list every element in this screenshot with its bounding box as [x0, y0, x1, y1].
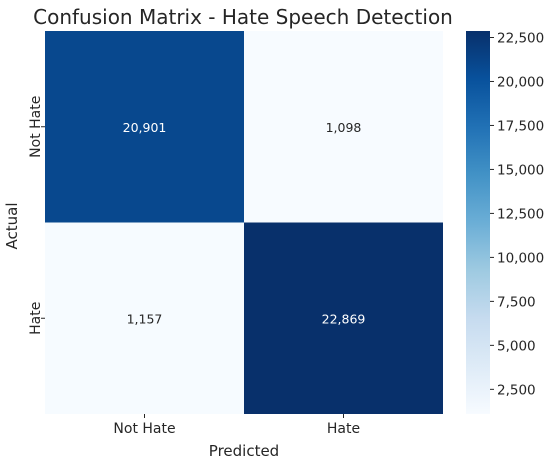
x-axis-ticks: Not Hate Hate — [113, 414, 360, 437]
colorbar-tick-label: 12,500 — [497, 206, 544, 222]
y-tick-label: Not Hate — [28, 96, 44, 158]
colorbar-tick-label: 10,000 — [497, 250, 544, 266]
cell-value-label: 22,869 — [322, 311, 366, 326]
y-axis-label: Actual — [3, 203, 21, 250]
heatmap-cells — [45, 31, 443, 414]
cell-value-label: 20,901 — [123, 120, 167, 135]
colorbar-tick-label: 15,000 — [497, 162, 544, 178]
colorbar-tick-label: 17,500 — [497, 118, 544, 134]
heatmap-cell — [45, 222, 244, 414]
colorbar-tick-label: 2,500 — [497, 382, 536, 398]
y-axis-ticks: Not Hate Hate — [28, 96, 45, 335]
colorbar-tick-label: 20,000 — [497, 74, 544, 90]
x-tick-label: Hate — [327, 421, 360, 437]
cell-value-label: 1,098 — [326, 120, 362, 135]
heatmap-cell — [244, 222, 443, 414]
colorbar-ticks: 2,500 5,000 7,500 10,000 12,500 15,000 17,500 2… — [490, 30, 544, 398]
colorbar — [466, 31, 490, 414]
colorbar-tick-label: 22,500 — [497, 30, 544, 46]
cell-value-label: 1,157 — [127, 311, 163, 326]
x-axis-label: Predicted — [209, 442, 279, 460]
heatmap-cell — [45, 31, 244, 223]
colorbar-tick-label: 7,500 — [497, 294, 536, 310]
heatmap-cell-labels: 20,901 1,098 1,157 22,869 — [123, 120, 366, 327]
heatmap-cell — [244, 31, 443, 223]
x-tick-label: Not Hate — [113, 421, 175, 437]
y-tick-label: Hate — [28, 302, 44, 335]
chart-title: Confusion Matrix - Hate Speech Detection — [33, 5, 453, 29]
colorbar-tick-label: 5,000 — [497, 338, 536, 354]
